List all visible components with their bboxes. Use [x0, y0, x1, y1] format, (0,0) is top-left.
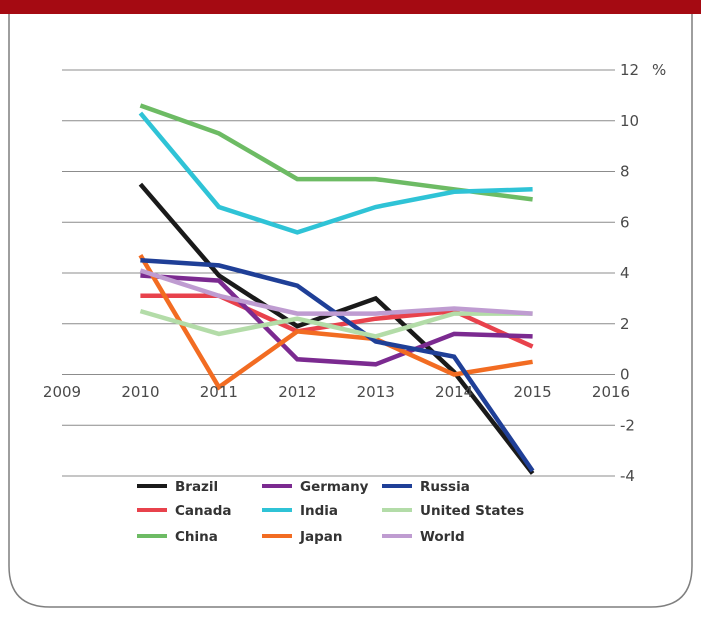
legend-label-japan: Japan — [299, 529, 343, 545]
y-tick-label-6: 0 — [620, 366, 630, 384]
header-bar — [0, 0, 701, 14]
y-tick-label-0: 12 — [620, 61, 639, 79]
y-unit-label: % — [652, 61, 666, 79]
legend-label-india: India — [300, 503, 338, 519]
y-tick-label-8: -4 — [620, 467, 635, 485]
legend: Brazil Canada China Germany India Japan Russia… — [137, 479, 524, 545]
series-line-russia — [140, 258, 535, 473]
x-tick-label-3: 2012 — [278, 383, 316, 401]
legend-label-china: China — [175, 529, 218, 545]
series-lines — [138, 103, 535, 475]
x-tick-label-0: 2009 — [43, 383, 81, 401]
legend-label-united-states: United States — [420, 503, 524, 519]
y-tick-label-5: 2 — [620, 315, 630, 333]
legend-label-canada: Canada — [175, 503, 232, 519]
x-tick-label-6: 2015 — [513, 383, 551, 401]
y-tick-label-7: -2 — [620, 416, 635, 434]
series-line-world — [139, 268, 533, 316]
x-tick-label-2: 2011 — [200, 383, 238, 401]
card-border — [8, 14, 693, 608]
x-tick-labels: 2009 2010 2011 2012 2013 2014 2015 2016 — [43, 383, 630, 401]
x-tick-label-4: 2013 — [357, 383, 395, 401]
series-line-united-states — [139, 308, 533, 339]
series-line-canada — [140, 293, 534, 349]
legend-label-germany: Germany — [300, 479, 369, 495]
y-tick-label-2: 8 — [620, 163, 630, 181]
x-tick-label-1: 2010 — [121, 383, 159, 401]
y-tick-label-3: 6 — [620, 213, 630, 231]
legend-label-world: World — [420, 529, 465, 545]
y-gridlines — [62, 69, 615, 477]
series-line-germany — [140, 273, 533, 367]
y-tick-label-4: 4 — [620, 264, 630, 282]
y-tick-labels: 12 10 8 6 4 2 0 -2 -4 — [620, 61, 639, 485]
x-tick-label-7: 2016 — [592, 383, 630, 401]
legend-label-brazil: Brazil — [175, 479, 218, 495]
y-tick-label-1: 10 — [620, 112, 639, 130]
legend-label-russia: Russia — [420, 479, 470, 495]
x-tick-label-5: 2014 — [435, 383, 473, 401]
series-line-india — [138, 111, 533, 235]
